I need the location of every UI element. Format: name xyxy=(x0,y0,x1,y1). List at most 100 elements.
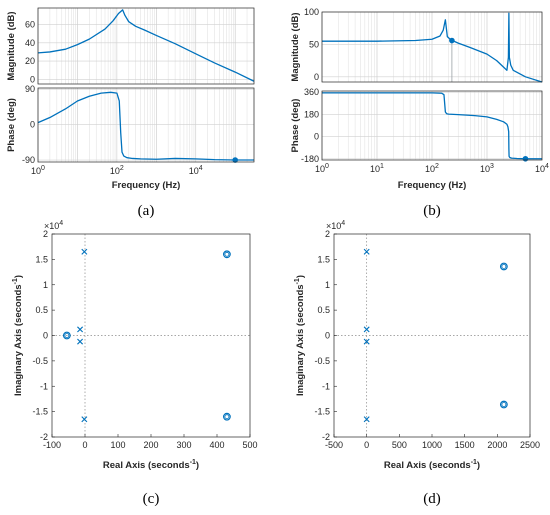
zero-marker xyxy=(222,250,231,259)
panel-a-1: -90 0 90 Phase (deg) xyxy=(6,84,255,165)
y-tick-label: 20 xyxy=(25,56,35,66)
x-tick-label: 0 xyxy=(364,440,369,450)
pole-marker xyxy=(81,416,88,423)
pole-marker xyxy=(363,248,370,255)
panel-a-0: 0 20 40 60 Magnitude (dB) xyxy=(6,7,255,85)
y-axis-label: Imaginary Axis (seconds-1) xyxy=(12,275,24,396)
pole-marker xyxy=(363,338,370,345)
caption: (c) xyxy=(143,491,160,507)
zero-marker-inner xyxy=(224,251,230,257)
y-axis-label: Phase (deg) xyxy=(6,98,17,152)
x-tick-label: 100 xyxy=(315,163,329,174)
y-multiplier: ×104 xyxy=(326,220,345,231)
y-tick-label: 1.5 xyxy=(317,254,330,264)
y-tick-label: -1 xyxy=(40,381,48,391)
y-tick-label: 0 xyxy=(43,331,48,341)
y-axis-label: Magnitude (dB) xyxy=(6,11,17,80)
y-tick-label: 2 xyxy=(43,229,48,239)
axes-frame xyxy=(37,87,255,163)
pole-marker xyxy=(77,326,84,333)
y-tick-label: -2 xyxy=(322,432,330,442)
series-line xyxy=(37,9,255,82)
x-tick-label: 100 xyxy=(31,165,45,176)
series-line xyxy=(322,92,542,160)
chart-c: -100 0 100 200 300 400 500 -2 -1.5 -1 -0.5 0 0.5 1 1.5… xyxy=(12,220,258,507)
y-tick-label: 0.5 xyxy=(317,305,330,315)
pole-marker xyxy=(363,326,370,333)
caption: (b) xyxy=(423,203,441,219)
x-tick-label: 0 xyxy=(82,440,87,450)
y-tick-label: 0 xyxy=(30,74,35,84)
zero-marker xyxy=(62,331,71,340)
y-tick-label: 60 xyxy=(25,19,35,29)
data-tip-marker xyxy=(232,157,238,163)
series-line xyxy=(37,91,254,161)
y-tick-label: -90 xyxy=(22,155,35,165)
x-axis-label: Frequency (Hz) xyxy=(112,180,181,191)
y-tick-label: 0 xyxy=(30,120,35,130)
x-tick-label: 104 xyxy=(189,165,203,176)
y-tick-label: -1.5 xyxy=(32,407,48,417)
x-tick-label: 103 xyxy=(480,163,494,174)
axes-frame xyxy=(321,11,543,83)
x-tick-label: 2000 xyxy=(487,440,507,450)
data-tip-marker xyxy=(449,37,455,44)
x-tick-label: 300 xyxy=(176,440,191,450)
y-tick-label: 180 xyxy=(304,109,319,119)
x-axis-label: Real Axis (seconds-1) xyxy=(384,459,480,471)
chart-d: -500 0 500 1000 1500 2000 2500 -2 -1.5 -1 -0.5 0 0.5… xyxy=(294,220,540,507)
plot-area xyxy=(38,8,254,84)
x-tick-label: 2500 xyxy=(520,440,540,450)
y-tick-label: 100 xyxy=(304,7,319,17)
y-tick-label: 0.5 xyxy=(35,305,48,315)
x-tick-label: 500 xyxy=(392,440,407,450)
pole-marker xyxy=(363,416,370,423)
y-tick-label: -2 xyxy=(40,432,48,442)
y-tick-label: 0 xyxy=(325,331,330,341)
y-tick-label: 360 xyxy=(304,87,319,97)
plot-area xyxy=(38,88,254,162)
zero-marker xyxy=(222,412,231,421)
x-tick-label: 102 xyxy=(425,163,439,174)
x-tick-label: 104 xyxy=(535,163,549,174)
y-axis-label: Imaginary Axis (seconds-1) xyxy=(294,275,306,396)
y-tick-label: 0 xyxy=(314,132,319,142)
y-tick-label: 50 xyxy=(309,39,319,49)
zero-marker xyxy=(499,262,508,271)
axes-frame xyxy=(37,7,255,85)
data-tip-marker xyxy=(522,155,529,162)
x-axis-label: Frequency (Hz) xyxy=(398,180,467,191)
x-tick-label: 200 xyxy=(143,440,158,450)
caption: (d) xyxy=(423,491,441,507)
x-tick-label: 1500 xyxy=(455,440,475,450)
x-tick-label: 102 xyxy=(110,165,124,176)
x-tick-label: 101 xyxy=(370,163,384,174)
y-tick-label: -0.5 xyxy=(314,356,330,366)
x-tick-label: -500 xyxy=(325,440,343,450)
y-tick-label: -1 xyxy=(322,381,330,391)
y-tick-label: -180 xyxy=(301,154,319,164)
zero-marker-inner xyxy=(501,402,507,407)
x-tick-label: 1000 xyxy=(422,440,442,450)
y-tick-label: 90 xyxy=(25,84,35,94)
axes-frame xyxy=(321,90,543,161)
y-axis-label: Magnitude (dB) xyxy=(290,12,301,81)
zero-marker-inner xyxy=(224,414,230,420)
zero-marker-inner xyxy=(501,264,507,269)
y-tick-label: 1 xyxy=(325,280,330,290)
pole-marker xyxy=(77,338,84,345)
x-tick-label: -100 xyxy=(43,440,61,450)
y-tick-label: 2 xyxy=(325,229,330,239)
pole-marker xyxy=(81,248,88,255)
x-tick-label: 500 xyxy=(242,440,257,450)
y-tick-label: 0 xyxy=(314,72,319,82)
y-tick-label: -0.5 xyxy=(32,356,48,366)
x-tick-label: 400 xyxy=(209,440,224,450)
x-tick-label: 100 xyxy=(110,440,125,450)
y-multiplier: ×104 xyxy=(44,220,63,231)
zero-marker-inner xyxy=(64,333,70,338)
y-tick-label: 1 xyxy=(43,280,48,290)
